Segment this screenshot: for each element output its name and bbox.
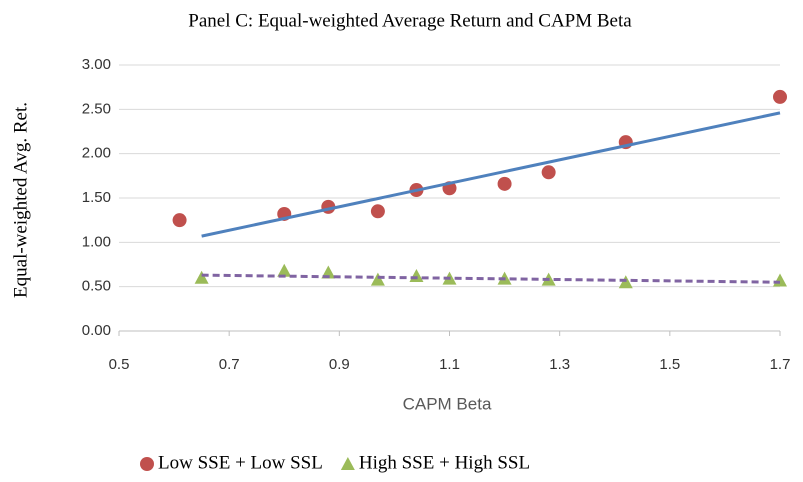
x-tick-label: 0.5 [109,356,130,373]
legend-label: High SSE + High SSL [359,452,530,473]
data-point [277,263,292,277]
x-tick-label: 0.9 [329,356,350,373]
legend-label: Low SSE + Low SSL [158,452,323,473]
x-tick-label: 1.3 [549,356,570,373]
data-point [172,213,187,228]
y-tick-label: 1.50 [82,189,111,206]
x-tick-label: 1.5 [659,356,680,373]
y-tick-label: 2.50 [82,100,111,117]
data-point [194,270,209,284]
chart-title: Panel C: Equal-weighted Average Return a… [188,10,632,31]
data-point [370,204,385,219]
trendline [201,111,781,238]
y-tick-label: 0.50 [82,278,111,295]
data-point [773,89,787,104]
data-point [497,176,512,191]
x-tick-label: 1.1 [439,356,460,373]
y-tick-label: 0.00 [82,322,111,339]
data-point [541,165,556,180]
y-tick-label: 1.00 [82,233,111,250]
legend-marker [140,457,154,471]
data-point [773,273,787,287]
x-tick-label: 1.7 [770,356,791,373]
y-tick-label: 2.00 [82,145,111,162]
data-point [370,272,385,286]
x-tick-label: 0.7 [219,356,240,373]
legend-marker [340,457,355,470]
y-axis-label: Equal-weighted Avg. Ret. [10,102,31,298]
trendline [201,273,781,284]
x-axis-label: CAPM Beta [403,394,492,413]
data-point [409,269,424,283]
y-tick-label: 3.00 [82,56,111,73]
